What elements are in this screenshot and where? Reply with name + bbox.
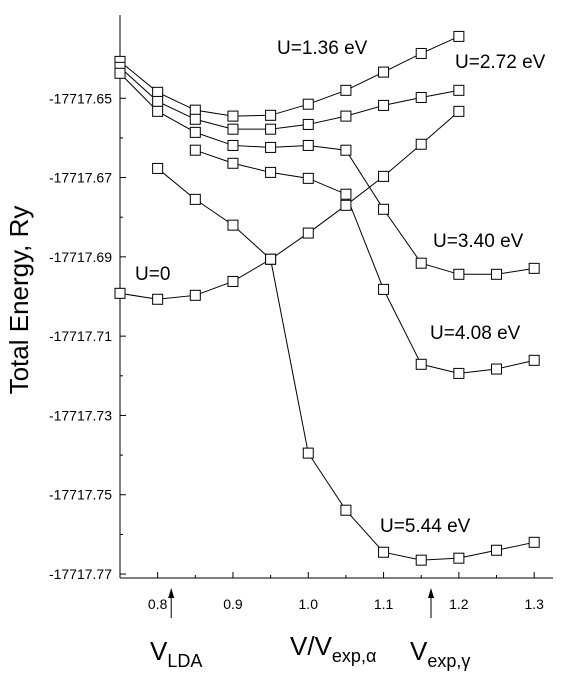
data-point bbox=[340, 144, 352, 156]
data-point bbox=[189, 144, 201, 156]
series-line bbox=[119, 35, 460, 117]
marker-label-sub: exp,γ bbox=[427, 651, 470, 671]
data-point bbox=[415, 138, 427, 150]
data-point bbox=[302, 118, 314, 130]
series-label: U=4.08 eV bbox=[430, 323, 521, 344]
data-point bbox=[340, 110, 352, 122]
data-point bbox=[265, 253, 277, 265]
data-point bbox=[227, 123, 239, 135]
data-point bbox=[453, 84, 465, 96]
y-axis-label: Total Energy, Ry bbox=[4, 206, 34, 395]
data-point bbox=[265, 166, 277, 178]
data-point bbox=[152, 95, 164, 107]
data-point bbox=[189, 193, 201, 205]
x-tick-label: 1.0 bbox=[299, 596, 319, 612]
data-point bbox=[453, 30, 465, 42]
data-point bbox=[302, 227, 314, 239]
data-point bbox=[415, 554, 427, 566]
data-point bbox=[453, 367, 465, 379]
marker-label-main: V bbox=[150, 636, 168, 666]
series-label: U=2.72 eV bbox=[455, 52, 546, 73]
data-point bbox=[302, 98, 314, 110]
marker-label-main: V bbox=[410, 636, 428, 666]
data-point bbox=[302, 447, 314, 459]
data-point bbox=[340, 84, 352, 96]
data-point bbox=[114, 287, 126, 299]
y-tick-label: -17717.77 bbox=[49, 566, 112, 582]
marker-label: VLDA bbox=[150, 636, 202, 671]
data-point bbox=[152, 105, 164, 117]
series-line bbox=[157, 168, 535, 561]
data-point bbox=[227, 157, 239, 169]
x-axis-label-main: V/V bbox=[290, 631, 333, 661]
y-tick-label: -17717.67 bbox=[49, 170, 112, 186]
data-point bbox=[302, 139, 314, 151]
y-tick-label: -17717.73 bbox=[49, 407, 112, 423]
data-point bbox=[189, 104, 201, 116]
data-point bbox=[152, 162, 164, 174]
data-point bbox=[491, 544, 503, 556]
data-point bbox=[415, 358, 427, 370]
data-point bbox=[189, 126, 201, 138]
data-point bbox=[189, 289, 201, 301]
marker-arrowhead bbox=[168, 588, 175, 598]
series-line bbox=[119, 66, 459, 130]
data-point bbox=[378, 203, 390, 215]
y-tick-label: -17717.71 bbox=[49, 328, 112, 344]
data-point bbox=[340, 188, 352, 200]
data-point bbox=[378, 66, 390, 78]
x-tick-label: 0.9 bbox=[223, 596, 243, 612]
data-point bbox=[491, 363, 503, 375]
data-point bbox=[265, 109, 277, 121]
data-point bbox=[453, 105, 465, 117]
y-tick-label: -17717.65 bbox=[49, 90, 112, 106]
series-line bbox=[195, 149, 535, 374]
data-point bbox=[227, 219, 239, 231]
data-point bbox=[227, 139, 239, 151]
data-point bbox=[491, 268, 503, 280]
data-point bbox=[302, 172, 314, 184]
series-label: U=1.36 eV bbox=[277, 38, 368, 59]
data-point bbox=[265, 123, 277, 135]
series-label: U=3.40 eV bbox=[433, 231, 524, 252]
x-tick-label: 0.8 bbox=[148, 596, 168, 612]
data-point bbox=[528, 354, 540, 366]
x-tick-label: 1.3 bbox=[524, 596, 544, 612]
y-tick-label: -17717.69 bbox=[49, 249, 112, 265]
data-point bbox=[528, 536, 540, 548]
data-point bbox=[265, 141, 277, 153]
data-point bbox=[415, 47, 427, 59]
data-point bbox=[378, 546, 390, 558]
data-point bbox=[453, 552, 465, 564]
y-tick-label: -17717.75 bbox=[49, 487, 112, 503]
marker-arrowhead bbox=[428, 588, 435, 598]
series-line bbox=[119, 110, 460, 300]
series-line bbox=[119, 72, 535, 275]
data-point bbox=[114, 67, 126, 79]
data-point bbox=[227, 110, 239, 122]
x-tick-label: 1.1 bbox=[374, 596, 394, 612]
marker-label-sub: LDA bbox=[167, 651, 202, 671]
data-point bbox=[189, 113, 201, 125]
x-axis-label: V/Vexp,α bbox=[290, 631, 376, 666]
data-point bbox=[340, 199, 352, 211]
series-label: U=5.44 eV bbox=[380, 516, 471, 537]
x-axis-label-sub: exp,α bbox=[332, 646, 376, 666]
data-point bbox=[152, 86, 164, 98]
data-point bbox=[453, 268, 465, 280]
data-point bbox=[378, 283, 390, 295]
data-point bbox=[378, 99, 390, 111]
series-label: U=0 bbox=[135, 264, 170, 285]
data-point bbox=[415, 257, 427, 269]
data-point bbox=[152, 293, 164, 305]
marker-label: Vexp,γ bbox=[410, 636, 470, 671]
data-point bbox=[340, 504, 352, 516]
data-point bbox=[378, 170, 390, 182]
data-point bbox=[415, 91, 427, 103]
data-point bbox=[528, 262, 540, 274]
x-tick-label: 1.2 bbox=[449, 596, 469, 612]
data-point bbox=[227, 275, 239, 287]
